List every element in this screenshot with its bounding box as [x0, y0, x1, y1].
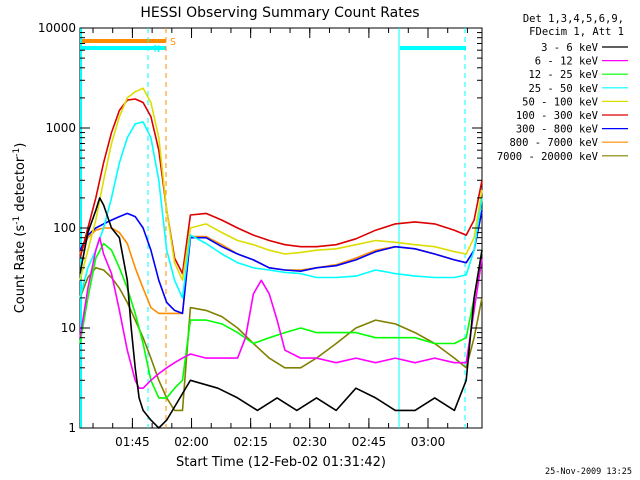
y-axis-label: Count Rate (s-1 detector-1)	[12, 143, 28, 314]
y-tick-label: 10000	[38, 21, 76, 35]
legend-label-5: 100 - 300 keV	[516, 110, 599, 122]
y-tick-label: 1000	[45, 121, 76, 135]
series-line-2	[79, 242, 483, 399]
series-line-3	[79, 121, 483, 299]
legend-header-detectors: Det 1,3,4,5,6,9,	[523, 13, 624, 25]
legend-label-8: 7000 - 20000 keV	[497, 151, 599, 163]
legend-label-6: 300 - 800 keV	[516, 124, 599, 136]
series-line-0	[79, 197, 483, 429]
x-axis-label: Start Time (12-Feb-02 01:31:42)	[176, 455, 386, 470]
chart-title: HESSI Observing Summary Count Rates	[140, 5, 419, 21]
y-tick-label: 1	[68, 421, 76, 435]
x-tick-label: 03:00	[411, 435, 446, 449]
series-line-4	[79, 87, 483, 282]
x-tick-label: 02:15	[233, 435, 268, 449]
legend-header-decimation: FDecim 1, Att 1	[529, 26, 624, 38]
series-lines	[79, 87, 483, 429]
legend-label-7: 800 - 7000 keV	[509, 137, 598, 149]
series-line-1	[79, 236, 483, 390]
y-tick-label: 10	[61, 321, 76, 335]
legend-label-3: 25 - 50 keV	[528, 83, 598, 95]
series-line-6	[79, 210, 483, 315]
y-tick-label: 100	[53, 221, 76, 235]
legend-label-1: 6 - 12 keV	[535, 56, 599, 68]
x-axis-ticks: 01:45 02:00 02:15 02:30 02:45 03:00	[92, 28, 468, 449]
attenuator-s-label: S	[170, 37, 176, 48]
legend-label-2: 12 - 25 keV	[528, 69, 598, 81]
axes-frame	[79, 27, 483, 429]
y-axis-ticks: 1 10 100 1000 10000	[38, 21, 482, 435]
legend-label-4: 50 - 100 keV	[522, 96, 599, 108]
x-tick-label: 02:00	[174, 435, 209, 449]
x-tick-label: 01:45	[115, 435, 150, 449]
series-line-8	[79, 266, 483, 412]
x-tick-label: 02:45	[352, 435, 387, 449]
timestamp: 25-Nov-2009 13:25	[545, 467, 632, 477]
night-n-label: N	[154, 44, 160, 55]
x-tick-label: 02:30	[292, 435, 327, 449]
legend: Det 1,3,4,5,6,9, FDecim 1, Att 1 3 - 6 k…	[497, 13, 628, 163]
legend-label-0: 3 - 6 keV	[541, 42, 599, 54]
series-line-7	[79, 210, 483, 315]
series-line-5	[79, 98, 483, 275]
attenuator-overlays: SN	[80, 28, 466, 428]
